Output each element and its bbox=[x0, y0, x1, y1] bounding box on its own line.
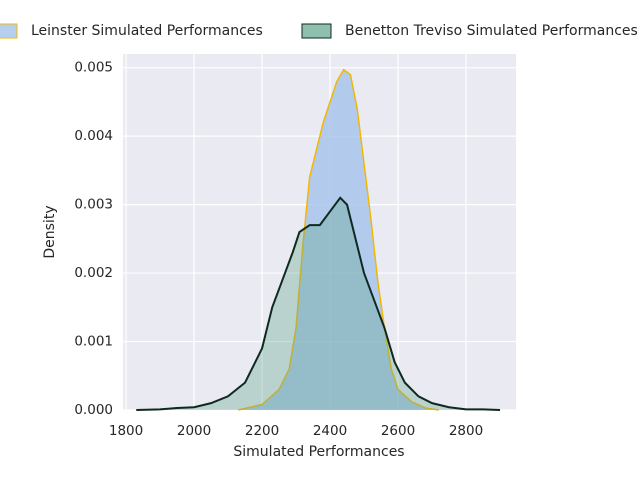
legend-item: Leinster Simulated Performances bbox=[0, 23, 263, 39]
x-axis-label: Simulated Performances bbox=[233, 444, 404, 460]
density-area bbox=[136, 197, 501, 410]
legend-swatch bbox=[301, 23, 332, 39]
legend-label: Leinster Simulated Performances bbox=[31, 23, 263, 39]
y-axis-label: Density bbox=[42, 205, 58, 258]
y-tick-label: 0.004 bbox=[74, 128, 113, 144]
y-tick-label: 0.001 bbox=[74, 334, 113, 350]
legend-label: Benetton Treviso Simulated Performances bbox=[345, 23, 638, 39]
legend-swatch bbox=[0, 23, 18, 39]
x-tick-label: 2400 bbox=[313, 423, 347, 439]
density-line bbox=[238, 68, 439, 411]
x-tick-label: 2000 bbox=[177, 423, 211, 439]
y-tick-label: 0.002 bbox=[74, 265, 113, 281]
x-tick-label: 2600 bbox=[381, 423, 415, 439]
x-tick-label: 2200 bbox=[245, 423, 279, 439]
density-area bbox=[238, 69, 439, 410]
y-tick-label: 0.000 bbox=[74, 402, 113, 418]
density-line bbox=[136, 196, 501, 411]
x-tick-label: 1800 bbox=[109, 423, 143, 439]
x-tick-label: 2800 bbox=[449, 423, 483, 439]
y-tick-label: 0.003 bbox=[74, 197, 113, 213]
y-tick-label: 0.005 bbox=[74, 60, 113, 76]
legend-item: Benetton Treviso Simulated Performances bbox=[301, 23, 638, 39]
